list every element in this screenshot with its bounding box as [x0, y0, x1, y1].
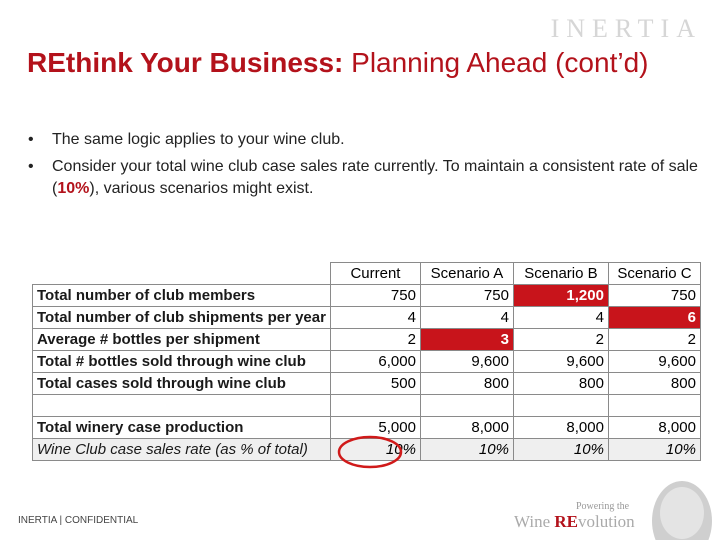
cell: 750	[329, 284, 421, 307]
cell: 6,000	[329, 350, 421, 373]
row-label: Total cases sold through wine club	[32, 372, 331, 395]
row-label: Total number of club members	[32, 284, 331, 307]
brand-name: Wine REvolution	[514, 512, 635, 532]
highlighted-cell: 1,200	[512, 284, 609, 307]
cell: 750	[419, 284, 514, 307]
cell: 9,600	[512, 350, 609, 373]
brand-part: RE	[554, 512, 579, 531]
table-row: Average # bottles per shipment 2 3 2 2	[32, 328, 701, 351]
bullet: • The same logic applies to your wine cl…	[28, 129, 698, 151]
header-cell: Current	[329, 262, 421, 285]
cell: 8,000	[419, 416, 514, 439]
cell	[329, 394, 421, 417]
slide-title: REthink Your Business: Planning Ahead (c…	[27, 44, 677, 81]
row-label: Average # bottles per shipment	[32, 328, 331, 351]
bullet-dot: •	[28, 131, 34, 148]
title-rest: Planning Ahead (cont’d)	[343, 47, 649, 78]
cell: 9,600	[419, 350, 514, 373]
cell: 8,000	[607, 416, 701, 439]
cell: 750	[607, 284, 701, 307]
cell: 800	[512, 372, 609, 395]
brand-part: Wine	[514, 512, 555, 531]
cell: 4	[512, 306, 609, 329]
cell: 10%	[607, 438, 701, 461]
bullet-dot: •	[28, 158, 34, 175]
cell: 500	[329, 372, 421, 395]
cell: 800	[419, 372, 514, 395]
cell: 2	[607, 328, 701, 351]
table-row: Total winery case production 5,000 8,000…	[32, 416, 701, 439]
cell: 9,600	[607, 350, 701, 373]
brand-logo: Powering the Wine REvolution	[512, 481, 720, 540]
bullet-text: Consider your total wine club case sales…	[52, 156, 698, 200]
row-label: Total number of club shipments per year	[32, 306, 331, 329]
logo: INERTIA	[550, 14, 702, 43]
cell	[32, 394, 331, 417]
cell	[512, 394, 609, 417]
table-row: Total number of club members 750 750 1,2…	[32, 284, 701, 307]
header-cell: Scenario C	[607, 262, 701, 285]
highlight-circle	[337, 435, 403, 469]
circle-outline	[337, 435, 403, 469]
highlighted-cell: 6	[607, 306, 701, 329]
table-row: Wine Club case sales rate (as % of total…	[32, 438, 701, 461]
bullet: • Consider your total wine club case sal…	[28, 156, 698, 200]
face-graphic	[652, 481, 712, 540]
bullet-text: The same logic applies to your wine club…	[52, 131, 345, 148]
cell: 4	[329, 306, 421, 329]
bullet-text-part: Consider your total wine club case sales…	[52, 158, 698, 197]
bullet-highlight: 10%	[57, 180, 90, 197]
header-cell: Scenario B	[512, 262, 609, 285]
table-row: Total # bottles sold through wine club 6…	[32, 350, 701, 373]
table-row: Total cases sold through wine club 500 8…	[32, 372, 701, 395]
cell: 10%	[512, 438, 609, 461]
row-label: Total winery case production	[32, 416, 331, 439]
scenario-table: Current Scenario A Scenario B Scenario C…	[32, 262, 701, 461]
bullet-text-part: ), various scenarios might exist.	[89, 180, 314, 197]
cell: 8,000	[512, 416, 609, 439]
header-cell: Scenario A	[419, 262, 514, 285]
cell: 5,000	[329, 416, 421, 439]
header-cell	[33, 263, 331, 285]
cell: 4	[419, 306, 514, 329]
brand-tagline: Powering the	[576, 501, 630, 512]
cell	[607, 394, 701, 417]
footer: INERTIA | CONFIDENTIAL	[18, 515, 139, 526]
header-row: Current Scenario A Scenario B Scenario C	[33, 262, 701, 285]
cell: 10%	[419, 438, 514, 461]
table-row: Total number of club shipments per year …	[32, 306, 701, 329]
blank-row	[32, 394, 701, 417]
highlighted-cell: 3	[419, 328, 514, 351]
title-bold: REthink Your Business:	[27, 47, 344, 78]
face-highlight	[660, 487, 704, 539]
cell	[419, 394, 514, 417]
row-label: Wine Club case sales rate (as % of total…	[32, 438, 331, 461]
cell: 2	[329, 328, 421, 351]
row-label: Total # bottles sold through wine club	[32, 350, 331, 373]
cell: 2	[512, 328, 609, 351]
brand-part: volution	[578, 512, 635, 531]
cell: 800	[607, 372, 701, 395]
